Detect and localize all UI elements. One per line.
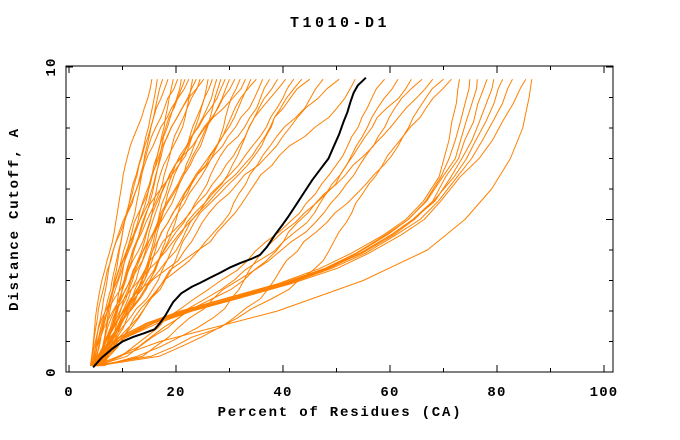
- model-curve: [104, 78, 226, 366]
- axes-layer: 0 20 40 60 80 100 0 5 10: [44, 57, 619, 401]
- model-curve: [101, 78, 271, 367]
- x-tick-label: 0: [64, 385, 74, 401]
- model-curve: [99, 78, 434, 367]
- x-tick-label: 100: [590, 385, 619, 401]
- x-tick-label: 20: [166, 385, 185, 401]
- x-tick-label: 60: [380, 385, 399, 401]
- model-curve: [93, 78, 444, 367]
- model-curve: [96, 79, 241, 367]
- x-axis-label: Percent of Residues (CA): [218, 405, 463, 421]
- model-curve: [102, 79, 252, 367]
- x-tick-label: 80: [487, 385, 506, 401]
- model-curve: [98, 78, 385, 367]
- model-curve: [102, 78, 303, 367]
- model-curve: [95, 79, 182, 367]
- x-tick-label: 40: [273, 385, 292, 401]
- model-curve: [102, 78, 412, 367]
- y-tick-label: 10: [44, 57, 60, 76]
- model-curve: [93, 78, 246, 366]
- model-curve: [91, 79, 153, 366]
- model-curve: [93, 78, 356, 367]
- model-curve: [89, 79, 169, 366]
- model-curve: [100, 78, 340, 367]
- y-axis-label: Distance Cutoff, A: [7, 127, 23, 311]
- model-curve: [91, 78, 287, 367]
- chart-title: T1010-D1: [290, 15, 390, 32]
- model-curve: [90, 78, 205, 366]
- model-curve: [93, 79, 218, 367]
- model-curve: [94, 79, 264, 367]
- model-curve: [94, 78, 311, 367]
- y-tick-label: 0: [44, 367, 60, 377]
- model-curve: [91, 79, 478, 365]
- model-curve: [100, 79, 533, 364]
- model-curve: [100, 78, 236, 366]
- model-curve: [96, 78, 527, 365]
- model-curve: [94, 78, 399, 367]
- model-curve: [95, 78, 423, 367]
- model-curve: [98, 79, 213, 366]
- model-curve: [99, 78, 295, 366]
- model-curve: [97, 78, 513, 365]
- model-curve: [97, 78, 324, 367]
- curves-layer: [89, 76, 533, 369]
- y-tick-label: 5: [44, 215, 60, 225]
- model-curve: [96, 78, 452, 367]
- reference-curve: [92, 76, 367, 369]
- model-curve: [91, 78, 190, 366]
- model-curve: [92, 79, 495, 365]
